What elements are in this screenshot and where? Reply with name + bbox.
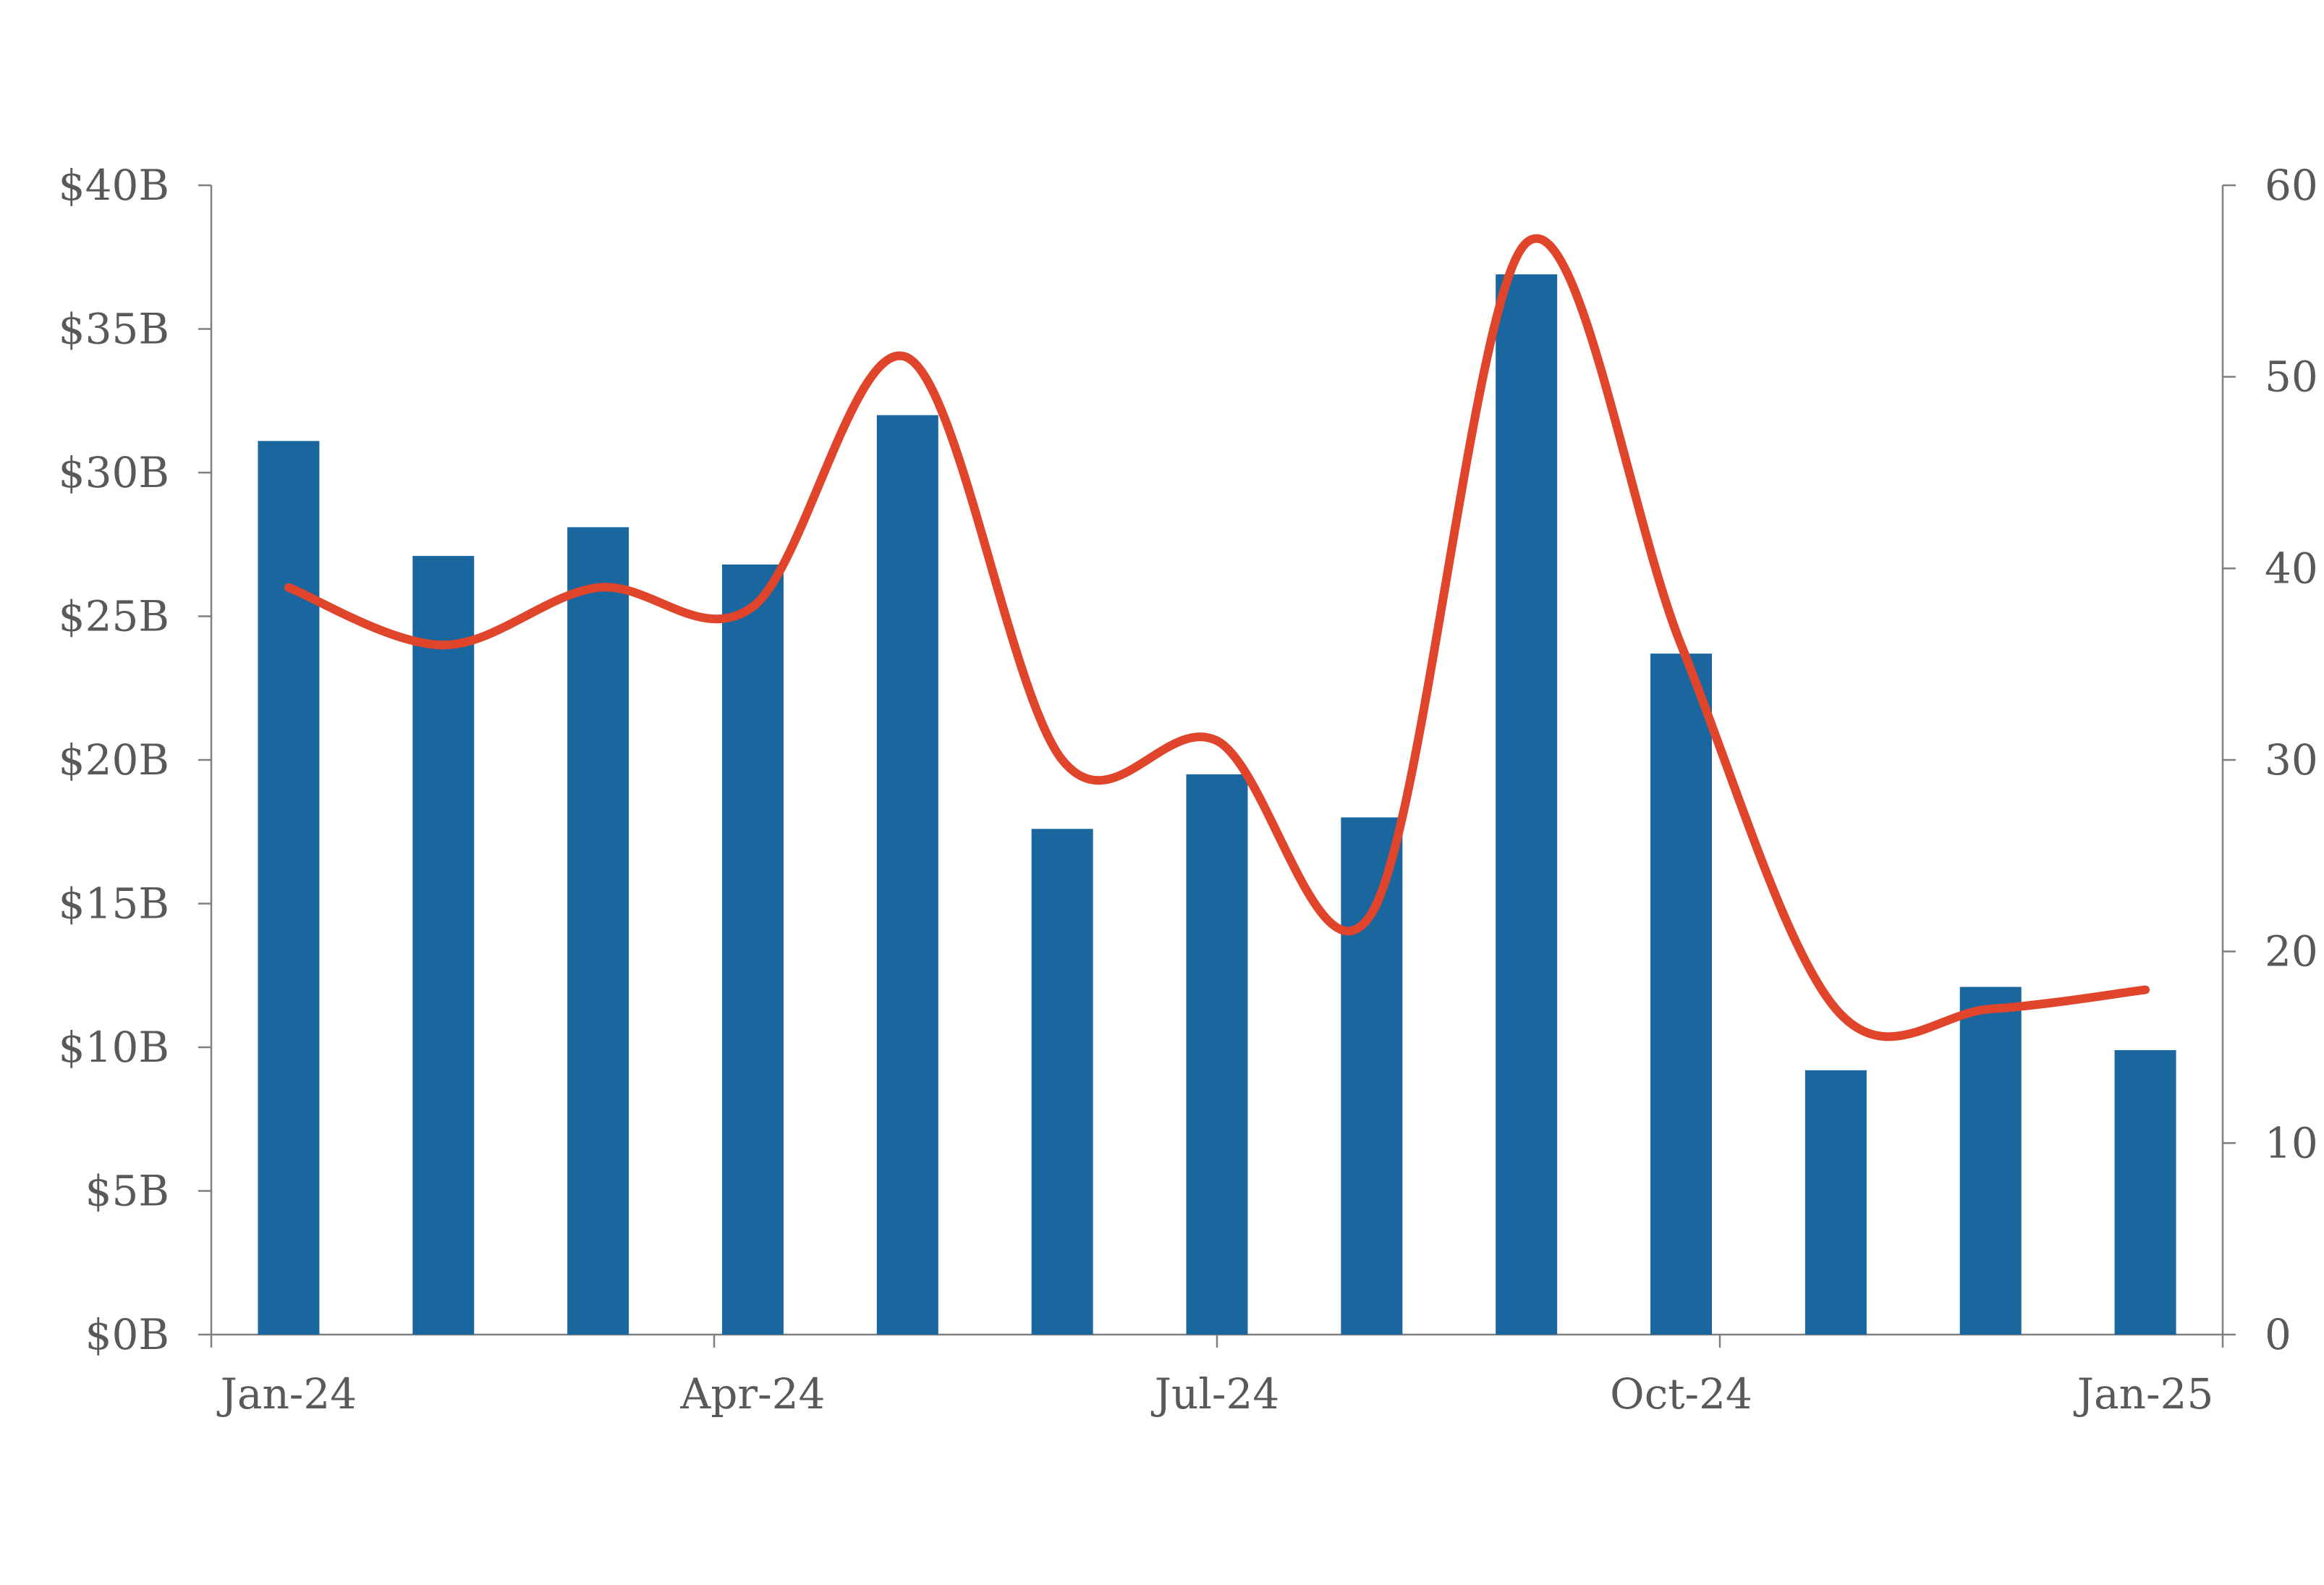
bar xyxy=(1496,274,1558,1335)
y-left-tick-label: $0B xyxy=(85,1310,169,1359)
y-right-tick-label: 0 xyxy=(2265,1310,2291,1359)
bar xyxy=(1959,986,2022,1335)
x-axis: Jan-24 Apr-24 Jul-24 Oct-24 Jan-25 xyxy=(210,1333,2224,1419)
y-left-tick-label: $40B xyxy=(59,161,169,210)
y-left-tick-label: $35B xyxy=(59,305,169,354)
x-tick-label: Oct-24 xyxy=(1610,1369,1752,1419)
y-right-tick-label: 40 xyxy=(2265,544,2318,593)
y-left-tick-label: $10B xyxy=(59,1023,169,1072)
y-left-tick-label: $25B xyxy=(59,592,169,641)
x-tick-label: Jul-24 xyxy=(1151,1369,1280,1419)
bar-series xyxy=(258,274,2176,1335)
bar xyxy=(1805,1070,1867,1335)
bar xyxy=(721,565,784,1335)
bar xyxy=(1186,774,1248,1335)
bar xyxy=(1031,829,1093,1335)
line-series xyxy=(284,234,2150,1041)
y-axis-right: 0 10 20 30 40 50 60 xyxy=(2221,161,2318,1359)
bar xyxy=(1341,817,1403,1335)
bar xyxy=(258,441,320,1335)
y-left-tick-label: $30B xyxy=(59,448,169,497)
y-right-tick-label: 60 xyxy=(2265,161,2318,210)
bar xyxy=(2114,1049,2176,1335)
y-left-tick-label: $15B xyxy=(59,879,169,929)
x-tick-label: Jan-24 xyxy=(217,1369,357,1419)
line-path xyxy=(284,234,2150,1041)
bar xyxy=(876,415,938,1335)
y-right-tick-label: 30 xyxy=(2265,735,2318,785)
y-right-tick-label: 10 xyxy=(2265,1118,2318,1167)
y-right-tick-label: 20 xyxy=(2265,927,2318,976)
bar xyxy=(1650,654,1713,1335)
x-tick-label: Apr-24 xyxy=(679,1369,825,1419)
bar xyxy=(567,527,629,1335)
y-left-tick-label: $5B xyxy=(85,1167,169,1216)
y-left-tick-label: $20B xyxy=(59,735,169,785)
y-axis-left: $0B $5B $10B $15B $20B $25B $30B $35B $40B xyxy=(59,161,213,1359)
x-tick-label: Jan-25 xyxy=(2074,1369,2214,1419)
y-right-tick-label: 50 xyxy=(2265,352,2318,402)
bar xyxy=(412,556,475,1335)
